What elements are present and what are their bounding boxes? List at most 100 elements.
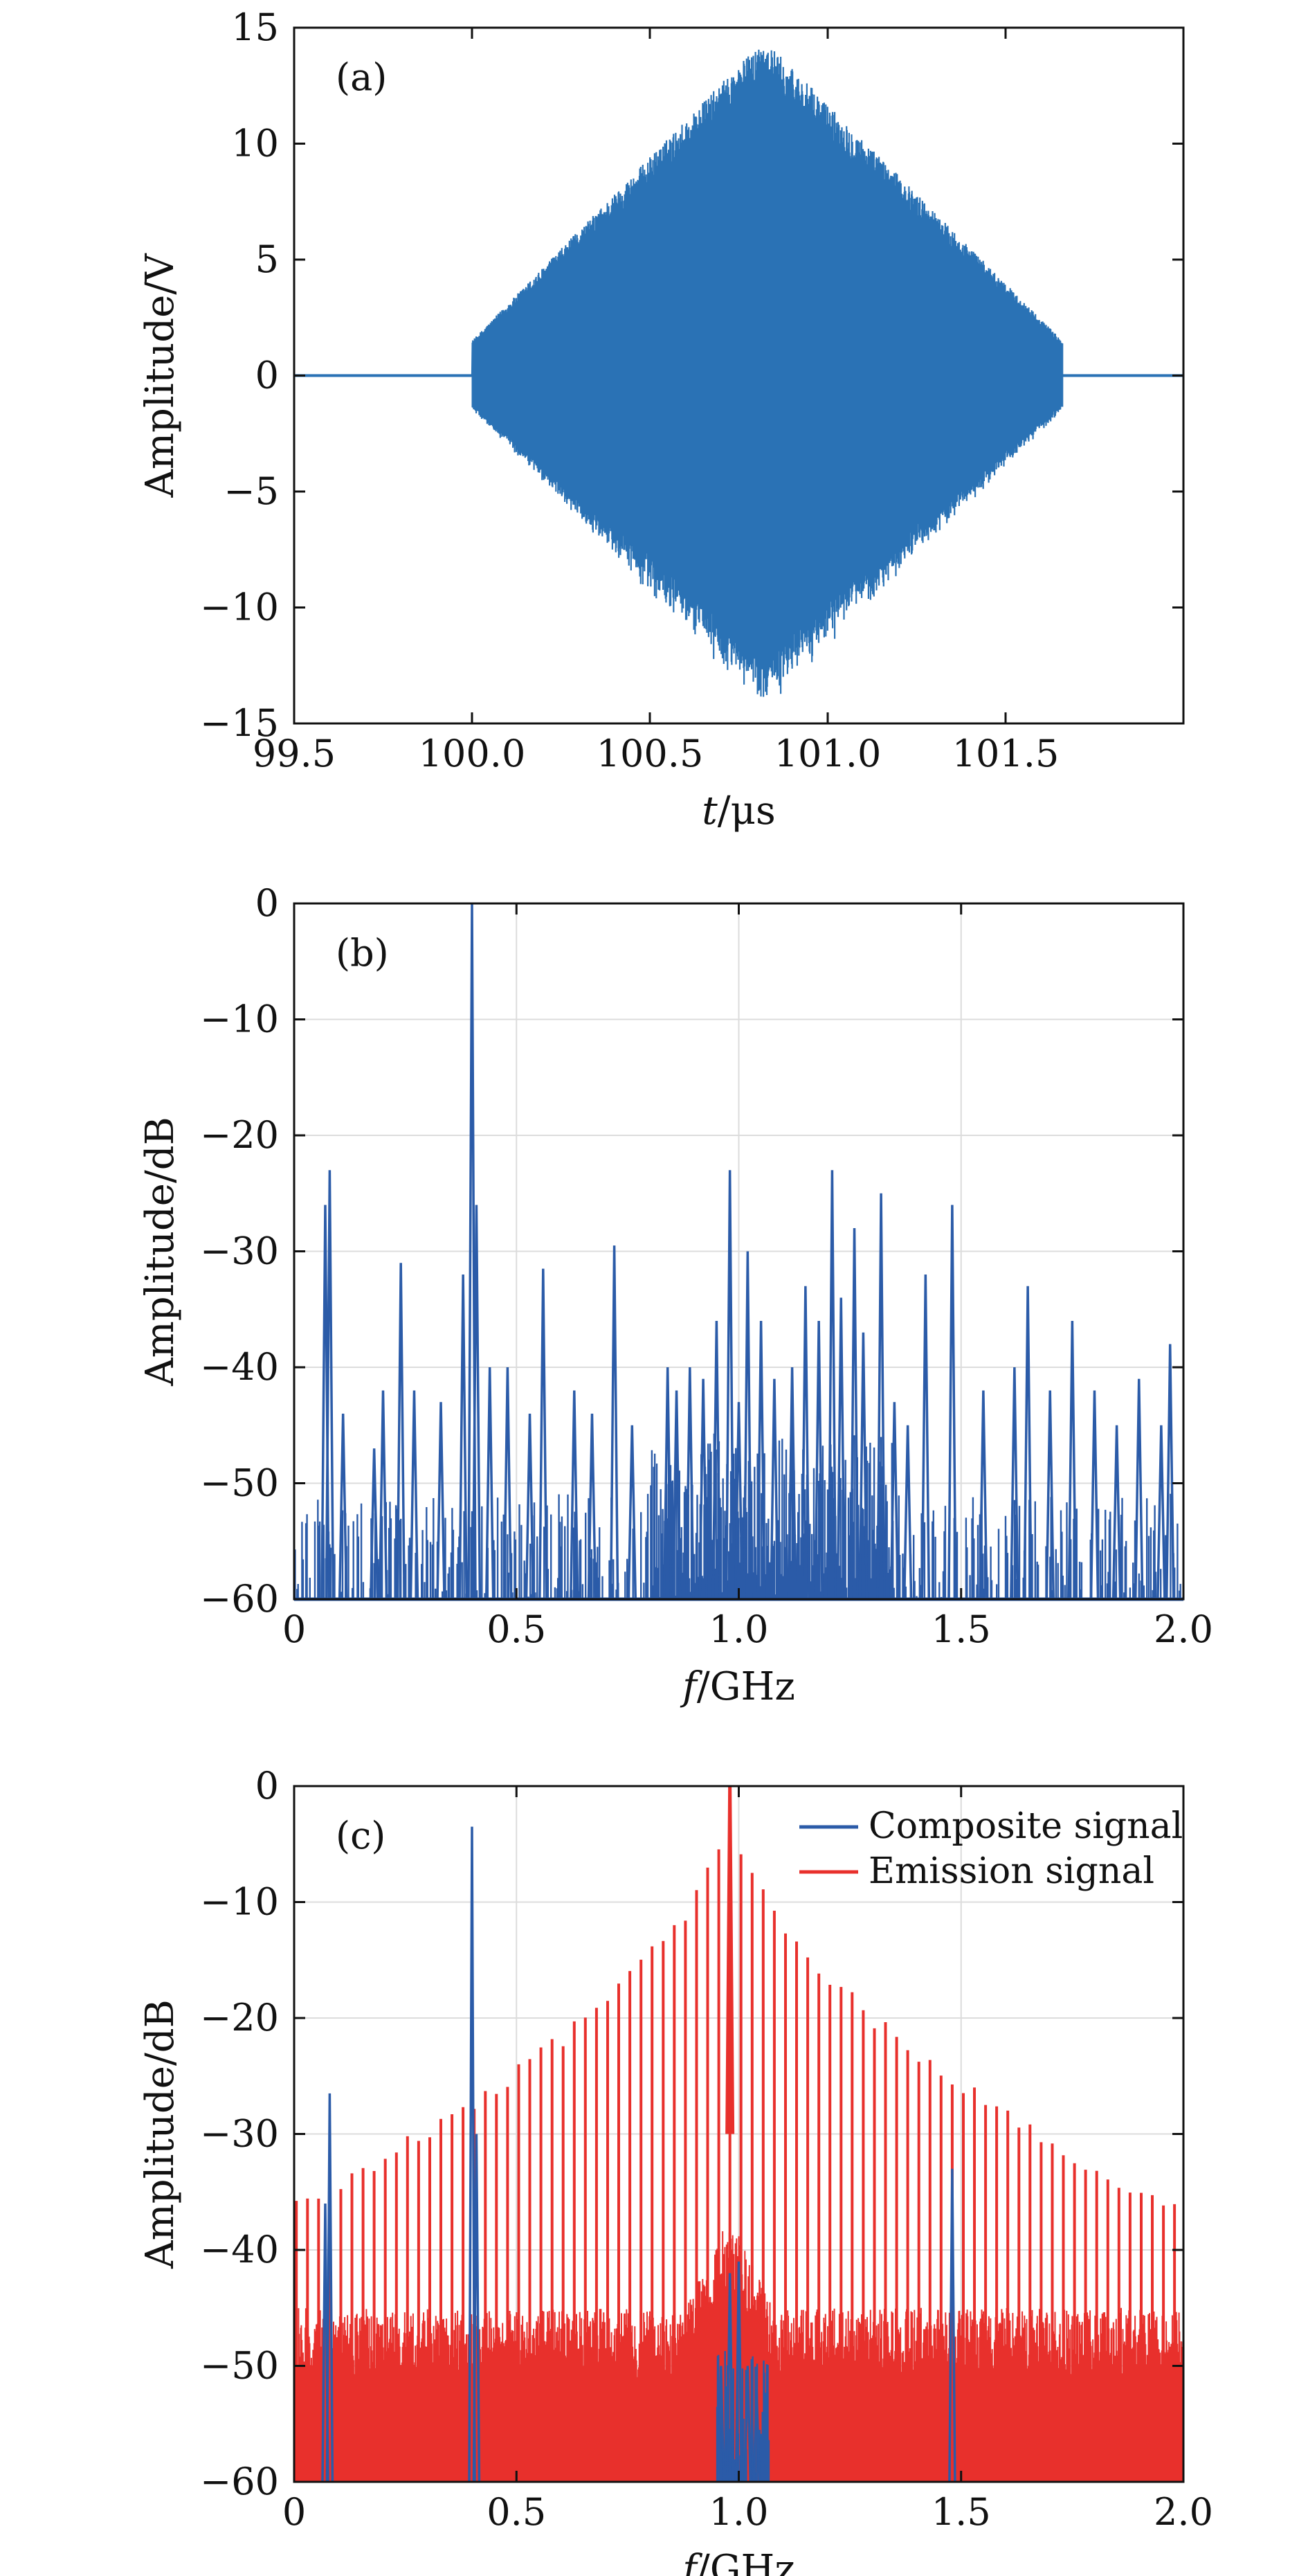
spectrum-peak (725, 1170, 735, 1600)
spectrum-peak (770, 1378, 779, 1600)
y-tick-label: −20 (200, 1996, 279, 2039)
ticks-c: 0 0.5 1.0 1.5 2.0 0 −10 −20 −30 −40 −50 −60 (200, 1764, 1213, 2534)
y-tick-label: −40 (200, 2228, 279, 2271)
x-axis-label-unit-c: /GHz (697, 2547, 795, 2576)
y-tick-label: −10 (200, 1880, 279, 1924)
composite-peak (468, 1826, 476, 2483)
y-tick-label: −60 (200, 1577, 279, 1621)
plot-area-b (294, 903, 1183, 1601)
y-axis-label-c: Amplitude/dB (138, 1999, 183, 2269)
spectrum-peak (743, 1251, 753, 1600)
spectrum-peak (836, 1297, 846, 1600)
panel-a: 99.5 100.0 100.5 101.0 101.5 15 10 5 0 −5 −10 −15 (… (138, 6, 1185, 834)
spectrum-peak (1156, 1425, 1166, 1600)
spectrum-peak (369, 1448, 379, 1600)
panel-label-c: (c) (336, 1814, 385, 1857)
panel-c: 0 0.5 1.0 1.5 2.0 0 −10 −20 −30 −40 −50 −60 (c) Amp… (138, 1764, 1213, 2576)
y-tick-label: −50 (200, 2344, 279, 2388)
spectrum-peak (979, 1390, 988, 1600)
spectrum-peak (711, 1320, 722, 1600)
y-tick-label: −15 (200, 701, 279, 745)
spectrum-peak (827, 1170, 837, 1600)
spectrum-peak (814, 1320, 824, 1600)
y-tick-label: 5 (255, 237, 279, 281)
x-tick-label: 2.0 (1154, 2490, 1213, 2534)
spectrum-peak (1165, 1344, 1175, 1600)
legend-label-composite: Composite signal (869, 1805, 1183, 1847)
time-signal (471, 49, 1064, 697)
x-tick-label: 0 (282, 2490, 306, 2534)
x-tick-label: 0 (282, 1607, 306, 1651)
composite-peak (717, 2366, 725, 2483)
spectrum-peak (902, 1425, 913, 1600)
spectrum-peak (570, 1390, 579, 1600)
x-tick-label: 1.5 (932, 1607, 991, 1651)
spectrum-peak (627, 1425, 637, 1600)
spectrum-peak (889, 1402, 900, 1600)
y-tick-label: −5 (224, 469, 279, 513)
composite-peak (734, 2261, 743, 2483)
plot-area-a (294, 49, 1183, 697)
x-tick-label: 100.0 (419, 732, 526, 775)
y-axis-label-b: Amplitude/dB (138, 1117, 183, 1387)
spectrum-peak (734, 1402, 744, 1600)
y-tick-label: 10 (231, 122, 279, 165)
x-axis-label-c: f/GHz (680, 2547, 795, 2576)
spectrum-peak (671, 1390, 682, 1600)
x-tick-label: 101.0 (774, 732, 882, 775)
x-axis-label-a: t/μs (702, 789, 776, 834)
y-tick-label: −10 (200, 586, 279, 629)
x-tick-label: 2.0 (1154, 1607, 1213, 1651)
spectrum-peak (787, 1367, 797, 1600)
y-tick-label: 0 (255, 881, 279, 925)
composite-peak (325, 2093, 334, 2483)
y-axis-label-a: Amplitude/V (138, 253, 183, 498)
spectrum-peak (876, 1193, 886, 1600)
y-tick-label: −30 (200, 1230, 279, 1273)
legend-label-emission: Emission signal (869, 1850, 1154, 1892)
y-tick-label: −40 (200, 1345, 279, 1389)
x-tick-label: 1.0 (709, 2490, 769, 2534)
spectrum-peak (1089, 1390, 1100, 1600)
spectrum-peak (502, 1367, 513, 1600)
spectrum-peak (756, 1320, 766, 1600)
spectrum-peak (801, 1286, 810, 1600)
panel-label-a: (a) (336, 55, 387, 99)
spectrum-peak (609, 1245, 619, 1600)
emission-comb (295, 1803, 1177, 2482)
spectrum-peak (471, 1205, 482, 1600)
spectrum-peak (378, 1390, 388, 1600)
spectrum-peak (662, 1367, 673, 1600)
x-axis-label-unit-a: /μs (718, 789, 776, 834)
y-tick-label: −10 (200, 998, 279, 1041)
y-tick-label: 0 (255, 354, 279, 397)
x-tick-label: 1.5 (932, 2490, 991, 2534)
spectrum-peak (1067, 1320, 1078, 1600)
y-tick-label: −50 (200, 1461, 279, 1505)
y-tick-label: −20 (200, 1113, 279, 1157)
y-tick-label: −30 (200, 2112, 279, 2156)
y-tick-label: −60 (200, 2460, 279, 2503)
ticks-a: 99.5 100.0 100.5 101.0 101.5 15 10 5 0 −5 −10 −15 (200, 6, 1183, 775)
spectrum-peak (396, 1263, 406, 1600)
spectrum-peak (920, 1274, 931, 1600)
spectrum-peak (409, 1390, 419, 1600)
spectrum-peak (1111, 1425, 1122, 1600)
spectrum-peak (587, 1413, 597, 1600)
spectrum-peak (325, 1170, 335, 1600)
y-tick-label: 15 (231, 6, 279, 49)
composite-peak (743, 2366, 752, 2483)
composite-peak (472, 2134, 481, 2483)
spectrum-peak (484, 1367, 495, 1600)
spectrum-peak (1045, 1390, 1055, 1600)
panel-label-b: (b) (336, 931, 389, 975)
composite-peak (752, 2388, 761, 2483)
spectrum-peak (849, 1227, 860, 1600)
x-axis-label-unit-b: /GHz (697, 1664, 795, 1709)
spectrum-peak (858, 1332, 869, 1600)
x-tick-label: 101.5 (952, 732, 1060, 775)
spectrum-peak (538, 1268, 548, 1600)
x-tick-label: 100.5 (597, 732, 704, 775)
x-tick-label: 0.5 (487, 1607, 546, 1651)
